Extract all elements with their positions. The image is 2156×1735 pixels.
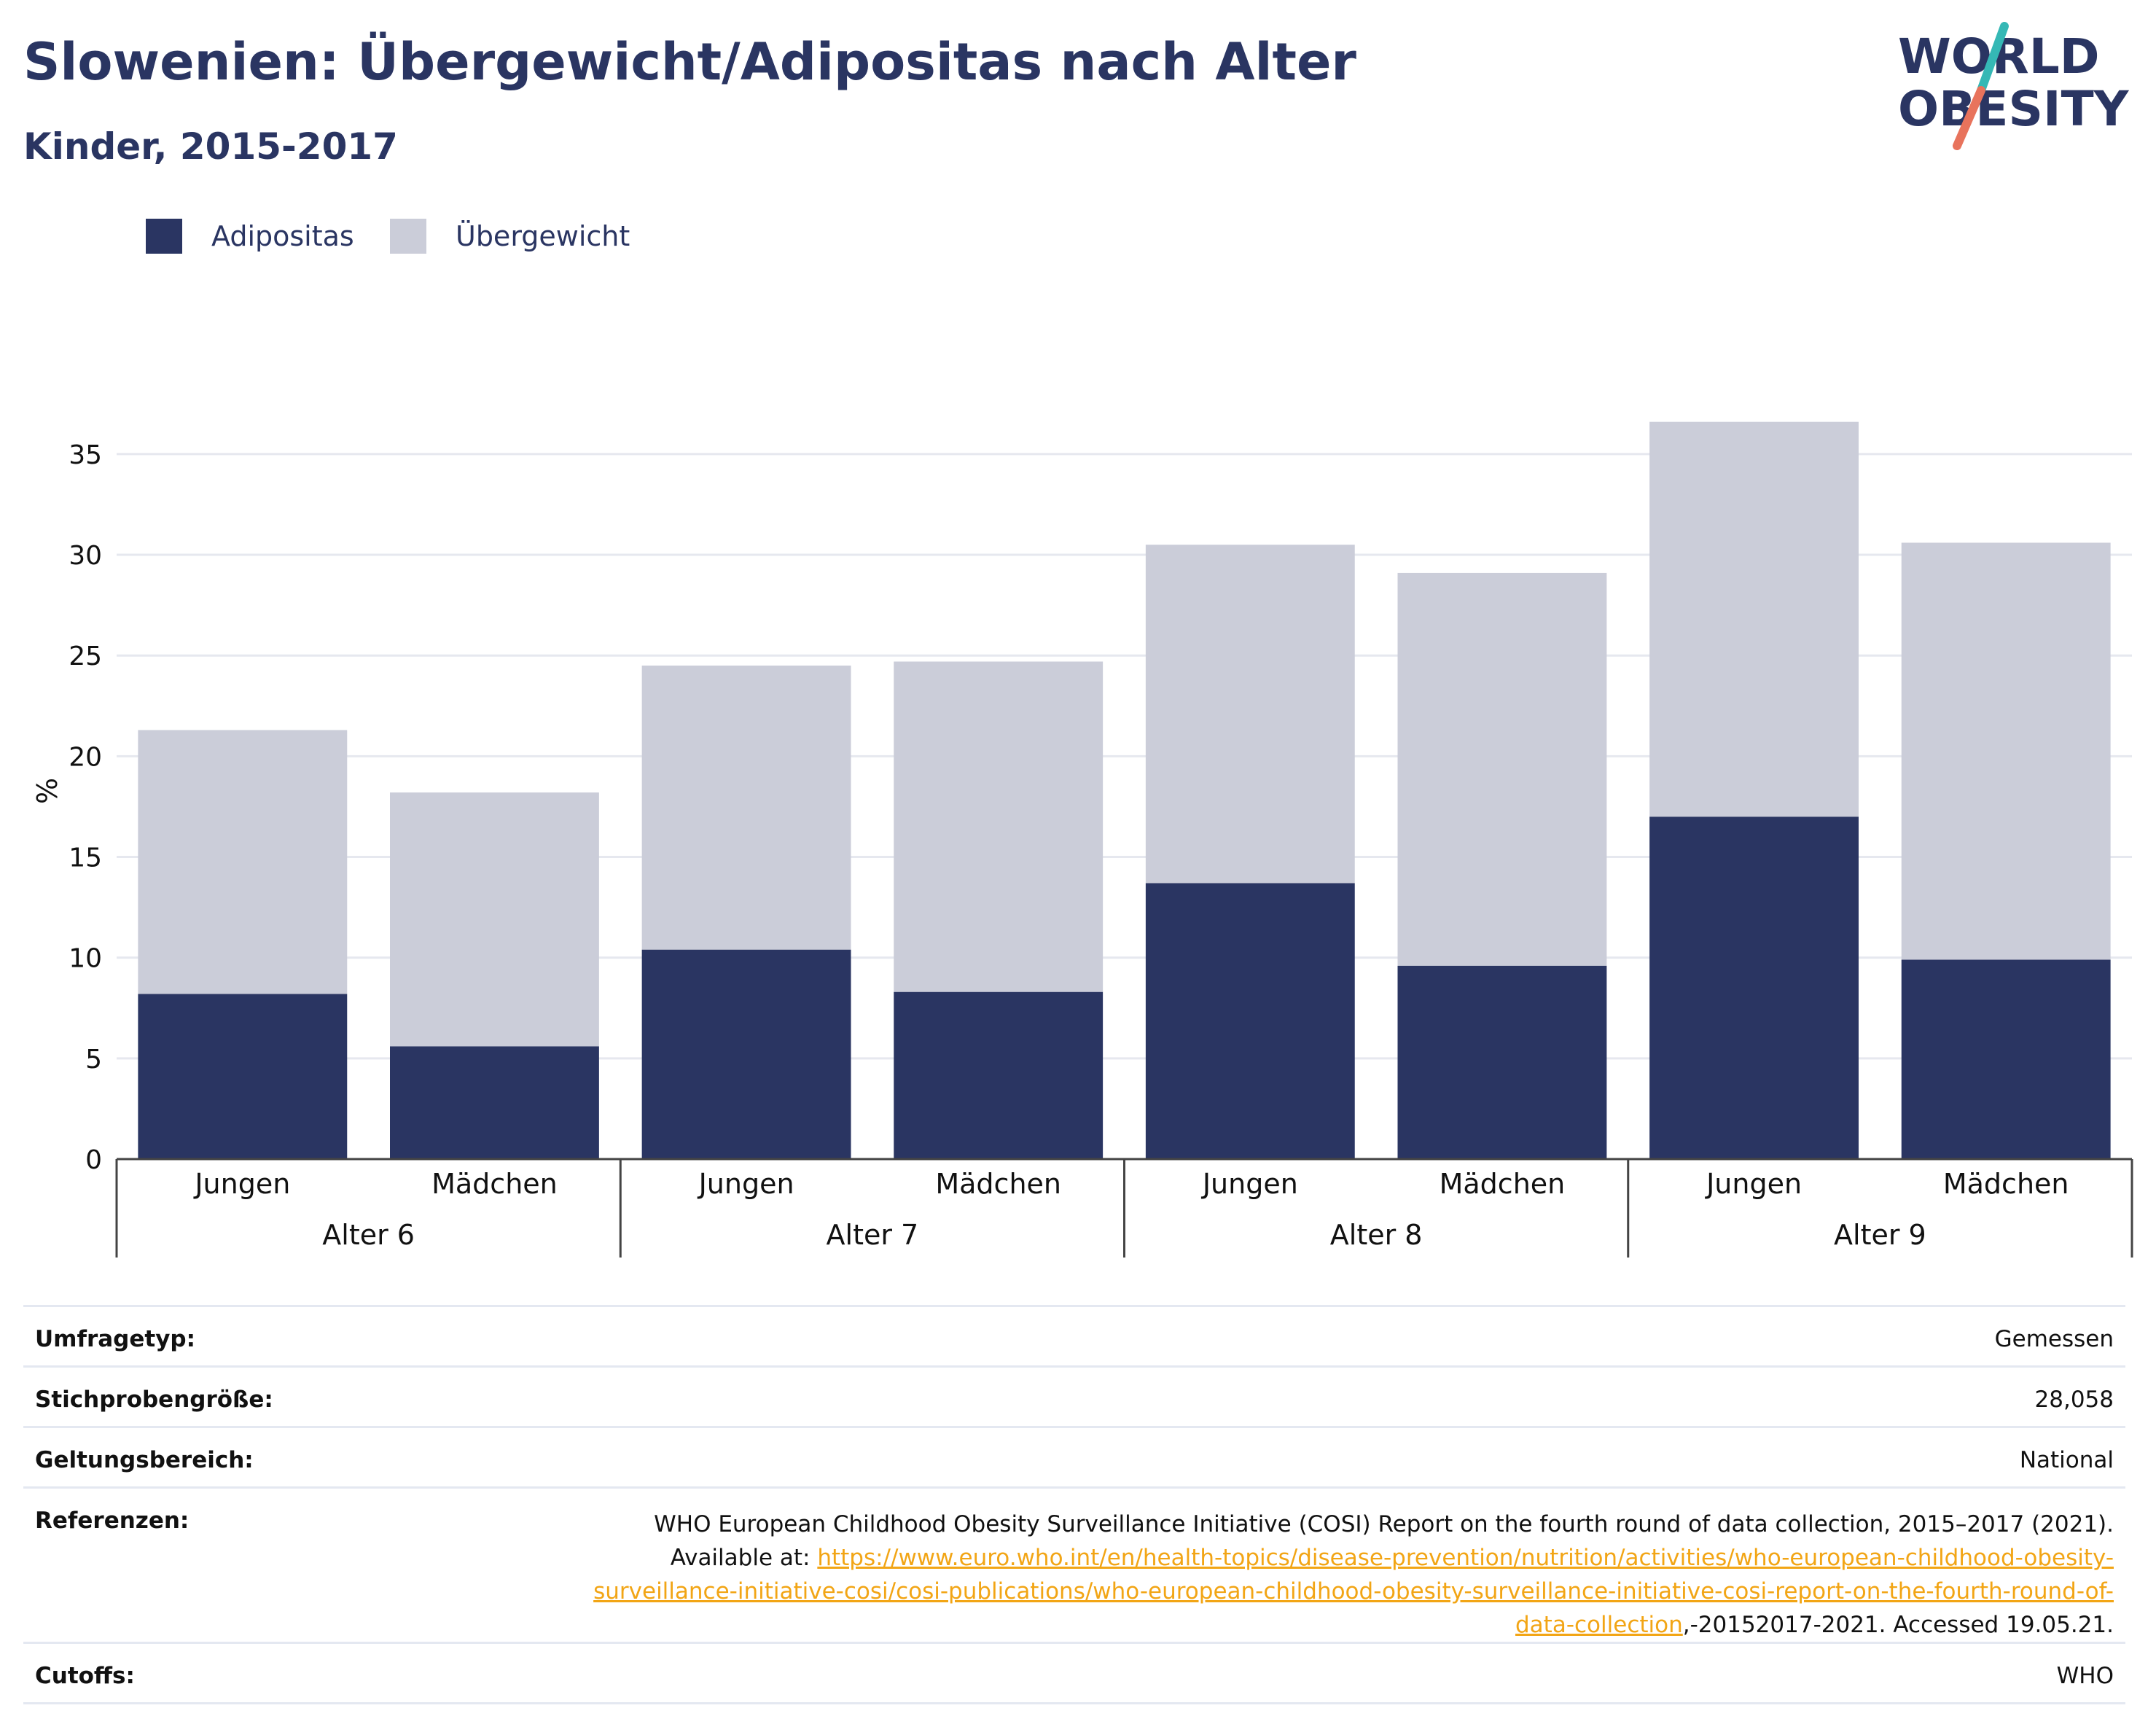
references-suffix: ,-20152017-2021. Accessed 19.05.21. xyxy=(1682,1612,2114,1638)
legend-swatch-uebergewicht xyxy=(390,219,426,254)
legend-label-adipositas: Adipositas xyxy=(211,220,354,252)
sample-size-value: 28,058 xyxy=(2034,1387,2114,1413)
bar-adipositas-7 xyxy=(1901,959,2111,1159)
y-tick-label: 15 xyxy=(69,843,102,873)
x-tick-label: Jungen xyxy=(1705,1168,1802,1200)
cutoffs-label: Cutoffs: xyxy=(35,1663,135,1689)
meta-row-references: Referenzen: WHO European Childhood Obesi… xyxy=(23,1486,2125,1642)
meta-row-scope: Geltungsbereich: National xyxy=(23,1426,2125,1486)
x-tick-label: Jungen xyxy=(698,1168,794,1200)
y-tick-label: 35 xyxy=(69,440,102,470)
stacked-bar-chart: 0 5 10 15 20 25 30 35% Jungen Mädchen Jungen Mädche… xyxy=(31,421,2133,1258)
world-obesity-logo: WORLD OBESITY xyxy=(1898,22,2130,150)
bar-adipositas-5 xyxy=(1397,965,1607,1159)
bar-uebergewicht-5 xyxy=(1397,572,1607,966)
group-label: Alter 9 xyxy=(1834,1219,1926,1251)
bar-adipositas-1 xyxy=(390,1046,599,1159)
y-tick-label: 30 xyxy=(69,541,102,571)
x-tick-label: Jungen xyxy=(193,1168,290,1200)
legend-swatch-adipositas xyxy=(146,219,182,254)
y-tick-label: 20 xyxy=(69,742,102,772)
y-axis-label: % xyxy=(31,778,63,804)
bar-uebergewicht-3 xyxy=(894,661,1104,992)
bar-uebergewicht-1 xyxy=(390,792,599,1047)
chart-title: Slowenien: Übergewicht/Adipositas nach A… xyxy=(23,32,1356,92)
x-tick-label: Mädchen xyxy=(1440,1168,1566,1200)
bar-uebergewicht-2 xyxy=(641,666,851,950)
references-link[interactable]: https://www.euro.who.int/en/health-topic… xyxy=(593,1545,2114,1638)
bar-uebergewicht-0 xyxy=(138,730,348,994)
y-tick-label: 25 xyxy=(69,642,102,671)
meta-row-survey-type: Umfragetyp: Gemessen xyxy=(23,1305,2125,1365)
meta-row-sample-size: Stichprobengröße: 28,058 xyxy=(23,1365,2125,1426)
references-body: WHO European Childhood Obesity Surveilla… xyxy=(654,1511,2114,1571)
bar-adipositas-2 xyxy=(641,949,851,1159)
survey-type-label: Umfragetyp: xyxy=(35,1326,195,1352)
logo-line-2: OBESITY xyxy=(1898,81,2130,137)
references-label: Referenzen: xyxy=(35,1508,190,1534)
references-text: WHO European Childhood Obesity Surveilla… xyxy=(583,1508,2114,1642)
y-tick-label: 5 xyxy=(85,1045,102,1075)
x-tick-label: Mädchen xyxy=(1943,1168,2069,1200)
group-label: Alter 8 xyxy=(1330,1219,1423,1251)
cutoffs-value: WHO xyxy=(2056,1663,2114,1689)
bar-adipositas-4 xyxy=(1145,883,1355,1159)
y-tick-label: 10 xyxy=(69,944,102,974)
bar-adipositas-6 xyxy=(1649,816,1859,1159)
bar-adipositas-3 xyxy=(894,991,1104,1159)
survey-type-value: Gemessen xyxy=(1994,1326,2114,1352)
x-tick-label: Jungen xyxy=(1201,1168,1298,1200)
logo-slash-top xyxy=(1977,22,2009,95)
group-label: Alter 7 xyxy=(827,1219,919,1251)
metadata-table: Umfragetyp: Gemessen Stichprobengröße: 2… xyxy=(23,1305,2125,1704)
bar-uebergewicht-7 xyxy=(1901,542,2111,960)
meta-row-cutoffs: Cutoffs: WHO xyxy=(23,1642,2125,1704)
bar-uebergewicht-4 xyxy=(1145,545,1355,884)
scope-label: Geltungsbereich: xyxy=(35,1447,254,1473)
scope-value: National xyxy=(2019,1447,2114,1473)
y-tick-label: 0 xyxy=(85,1145,102,1175)
bar-adipositas-0 xyxy=(138,994,348,1159)
x-tick-label: Mädchen xyxy=(935,1168,1061,1200)
logo-slash-bottom xyxy=(1953,86,1985,150)
legend-label-uebergewicht: Übergewicht xyxy=(456,220,630,252)
sample-size-label: Stichprobengröße: xyxy=(35,1387,273,1413)
group-label: Alter 6 xyxy=(322,1219,415,1251)
x-tick-label: Mädchen xyxy=(431,1168,558,1200)
bar-uebergewicht-6 xyxy=(1649,421,1859,817)
chart-subtitle: Kinder, 2015-2017 xyxy=(23,125,398,168)
